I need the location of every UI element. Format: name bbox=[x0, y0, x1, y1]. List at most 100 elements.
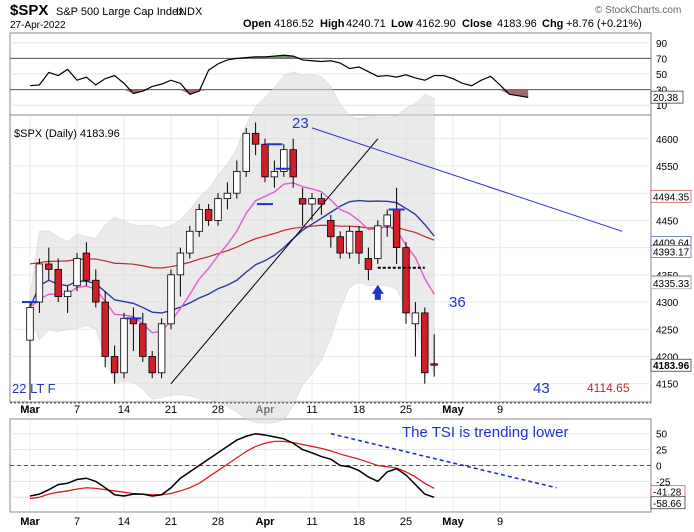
candle-body bbox=[327, 220, 335, 238]
tsi-x-tick-label: 11 bbox=[306, 516, 317, 528]
price-tick-label: 4250 bbox=[656, 325, 679, 336]
tsi-x-tick-label: May bbox=[442, 516, 464, 528]
price-label-box bbox=[650, 358, 692, 372]
candle-body bbox=[383, 214, 391, 227]
tsi-line bbox=[29, 432, 435, 498]
tsi-tick-label: 50 bbox=[656, 430, 668, 441]
chg-value: +8.76 (+0.21%) bbox=[566, 18, 642, 30]
rsi-value-label: 20.38 bbox=[653, 93, 678, 104]
price-value-label: 4393.17 bbox=[653, 247, 690, 258]
price-x-tick-label: 21 bbox=[165, 404, 177, 416]
price-x-tick-label: 25 bbox=[400, 404, 412, 416]
price-tick-label: 4150 bbox=[656, 380, 679, 391]
tsi-tick-label: -25 bbox=[656, 477, 671, 488]
price-x-tick-label: May bbox=[442, 404, 464, 416]
annotation-23: 23 bbox=[292, 115, 309, 132]
tsi-x-tick-label: 14 bbox=[118, 516, 130, 528]
price-label-box bbox=[650, 276, 692, 290]
price-x-tick-label: 9 bbox=[497, 404, 503, 416]
tsi-x-tick-label: 21 bbox=[165, 516, 177, 528]
candle-body bbox=[251, 132, 260, 145]
rsi-value-box bbox=[650, 90, 684, 104]
date-label: 27-Apr-2022 bbox=[10, 20, 66, 31]
candle-body bbox=[120, 317, 128, 374]
rsi-tick-label: 90 bbox=[656, 39, 668, 50]
price-value-label: 4335.33 bbox=[653, 279, 690, 290]
candle-body bbox=[392, 209, 401, 249]
price-tick-label: 4600 bbox=[656, 135, 679, 146]
tsi-value-label: -41.28 bbox=[653, 488, 682, 499]
candle-body bbox=[92, 279, 100, 303]
downtrend-line bbox=[311, 127, 623, 232]
symbol-label: $SPX bbox=[10, 2, 48, 19]
candle-body bbox=[204, 209, 213, 221]
up-arrow-icon bbox=[371, 284, 384, 300]
candle-body bbox=[139, 323, 147, 357]
candle-body bbox=[148, 356, 156, 374]
uptrend-line bbox=[170, 138, 379, 384]
high-value: 4240.71 bbox=[346, 18, 386, 30]
candle-body bbox=[364, 258, 373, 270]
candle-body bbox=[73, 258, 81, 287]
candle-body bbox=[223, 192, 232, 200]
candle-body bbox=[308, 198, 316, 205]
price-value-label: 4494.35 bbox=[653, 192, 690, 203]
price-x-tick-label: 7 bbox=[74, 404, 80, 416]
candle-body bbox=[336, 236, 344, 254]
candle-body bbox=[270, 171, 279, 178]
close-value: 4183.96 bbox=[497, 18, 537, 30]
tsi-x-tick-label: Apr bbox=[256, 516, 276, 528]
candle-body bbox=[45, 263, 53, 270]
rsi-tick-label: 10 bbox=[656, 101, 668, 112]
index-name: S&P 500 Large Cap Index bbox=[56, 6, 184, 18]
price-tick-label: 4550 bbox=[656, 162, 679, 173]
candle-body bbox=[176, 252, 185, 276]
tsi-value-label: -58.66 bbox=[653, 499, 682, 510]
rsi-overbought-fill bbox=[293, 56, 303, 59]
price-x-tick-label: 18 bbox=[353, 404, 365, 416]
candle-body bbox=[411, 312, 420, 325]
tsi-x-tick-label: 9 bbox=[497, 516, 503, 528]
rsi-layer: 907050301020.38 bbox=[10, 39, 684, 112]
price-value-label: 4409.64 bbox=[653, 238, 690, 249]
candle-body bbox=[421, 312, 429, 374]
tsi-tick-label: 0 bbox=[656, 462, 662, 473]
reference-level-label: 4114.65 bbox=[587, 381, 630, 395]
tsi-value-box bbox=[650, 496, 686, 510]
low-value: 4162.90 bbox=[416, 18, 456, 30]
brand-label: © StockCharts.com bbox=[595, 5, 681, 16]
candle-body bbox=[63, 290, 72, 297]
rsi-line bbox=[29, 54, 529, 98]
tsi-x-tick-label: 18 bbox=[353, 516, 365, 528]
candle-body bbox=[195, 209, 203, 232]
candle-body bbox=[374, 225, 382, 259]
candle-body bbox=[157, 323, 166, 374]
exchange-label: INDX bbox=[176, 6, 203, 18]
candle-body bbox=[345, 230, 354, 254]
close-label: Close bbox=[462, 18, 492, 30]
tsi-tick-label: 25 bbox=[656, 446, 668, 457]
rsi-tick-label: 50 bbox=[656, 70, 668, 81]
rsi-oversold-fill bbox=[199, 89, 209, 92]
price-value-label: 4183.96 bbox=[653, 361, 690, 372]
tsi-signal-line bbox=[29, 440, 435, 500]
candle-body bbox=[402, 247, 410, 314]
tsi-x-tick-label: 25 bbox=[400, 516, 412, 528]
candle-body bbox=[242, 132, 250, 172]
tsi-trendline bbox=[330, 432, 557, 489]
candle-body bbox=[101, 301, 109, 357]
price-legend: $SPX (Daily) 4183.96 bbox=[14, 128, 120, 140]
price-tick-label: 4300 bbox=[656, 298, 679, 309]
candle-body bbox=[82, 252, 91, 281]
tsi-x-tick-label: 28 bbox=[212, 516, 224, 528]
candle-body bbox=[167, 274, 175, 325]
price-tick-label: 4200 bbox=[656, 352, 679, 363]
candle-body bbox=[35, 263, 44, 303]
tsi-x-tick-label: 7 bbox=[74, 516, 80, 528]
rsi-oversold-fill bbox=[500, 89, 510, 95]
price-x-tick-label: 28 bbox=[212, 404, 224, 416]
price-label-box bbox=[650, 245, 692, 258]
tsi-x-tick-label: Mar bbox=[20, 516, 40, 528]
price-label-box bbox=[650, 189, 692, 203]
